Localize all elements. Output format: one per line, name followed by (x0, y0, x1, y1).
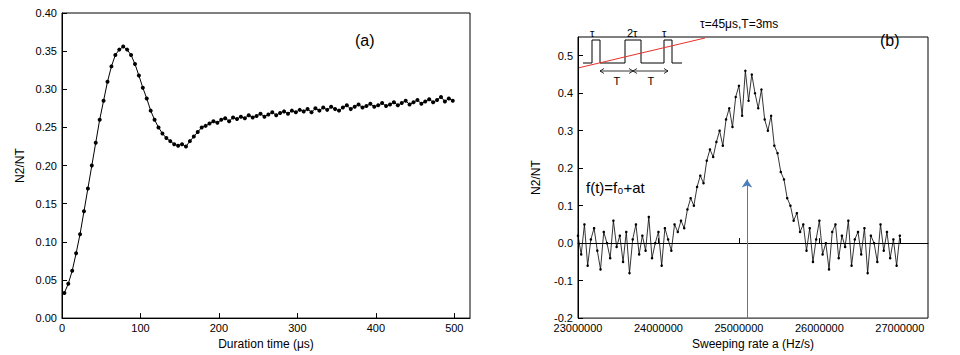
svg-text:0.10: 0.10 (36, 236, 57, 248)
svg-text:T: T (614, 75, 621, 87)
svg-text:0.25: 0.25 (36, 121, 57, 133)
svg-text:500: 500 (445, 322, 463, 334)
svg-text:N2/NT: N2/NT (529, 160, 543, 195)
svg-text:Duration time (μs): Duration time (μs) (218, 337, 314, 351)
svg-text:-0.1: -0.1 (554, 275, 573, 287)
svg-text:0.40: 0.40 (36, 7, 57, 19)
svg-text:23000000: 23000000 (554, 322, 603, 334)
svg-text:26000000: 26000000 (795, 322, 844, 334)
svg-text:f(t)=f₀+at: f(t)=f₀+at (586, 179, 646, 196)
svg-text:0.35: 0.35 (36, 45, 57, 57)
svg-text:400: 400 (367, 322, 385, 334)
svg-text:-0.2: -0.2 (554, 312, 573, 325)
svg-text:(b): (b) (880, 32, 900, 49)
svg-text:0.2: 0.2 (558, 162, 573, 174)
svg-text:0.15: 0.15 (36, 198, 57, 210)
svg-text:0.1: 0.1 (558, 200, 573, 212)
svg-text:τ: τ (662, 27, 667, 39)
svg-text:27000000: 27000000 (875, 322, 924, 334)
svg-text:300: 300 (288, 322, 306, 334)
svg-text:200: 200 (210, 322, 228, 334)
svg-text:25000000: 25000000 (714, 322, 763, 334)
svg-text:Sweeping rate a (Hz/s): Sweeping rate a (Hz/s) (692, 337, 814, 351)
svg-text:T: T (648, 75, 655, 87)
svg-text:τ=45μs,T=3ms: τ=45μs,T=3ms (700, 17, 778, 31)
svg-text:0.00: 0.00 (36, 312, 57, 324)
svg-text:0.30: 0.30 (36, 83, 57, 95)
svg-text:0.5: 0.5 (558, 50, 573, 62)
svg-text:(a): (a) (355, 32, 375, 49)
svg-text:0.0: 0.0 (558, 237, 573, 249)
svg-text:2τ: 2τ (627, 27, 638, 39)
svg-text:N2/NT: N2/NT (13, 148, 27, 183)
svg-text:0.4: 0.4 (558, 87, 573, 99)
svg-text:τ: τ (590, 27, 595, 39)
svg-text:0.3: 0.3 (558, 125, 573, 137)
svg-text:0.05: 0.05 (36, 274, 57, 286)
svg-text:0: 0 (59, 322, 65, 334)
svg-text:0.20: 0.20 (36, 160, 57, 172)
svg-text:100: 100 (131, 322, 149, 334)
svg-text:24000000: 24000000 (634, 322, 683, 334)
